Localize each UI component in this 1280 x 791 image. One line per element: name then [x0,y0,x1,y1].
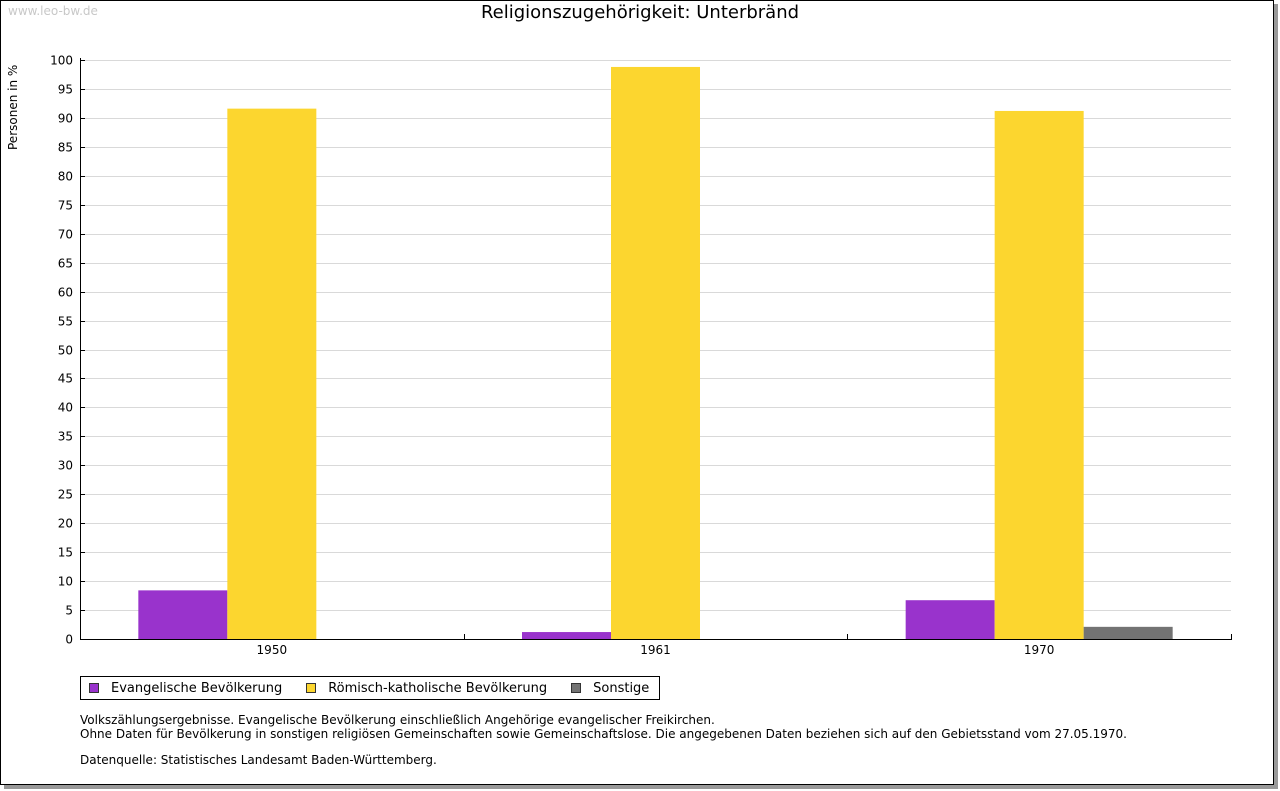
y-tick-label: 25 [58,488,73,502]
y-tick-label: 35 [58,430,73,444]
note-line-1: Volkszählungsergebnisse. Evangelische Be… [80,713,715,727]
bar-evangelische-bev-lkerung-1961 [522,632,611,639]
y-tick-label: 80 [58,170,73,184]
bar-evangelische-bev-lkerung-1950 [138,590,228,639]
legend-swatch-sonstige [571,683,582,693]
x-tick-label: 1970 [1024,643,1055,657]
x-tick-label: 1950 [257,643,288,657]
legend-swatch-katholisch [306,683,317,693]
y-tick-label: 5 [65,604,73,618]
bar-r-misch-katholische-bev-lkerung-1970 [994,110,1084,639]
bar-sonstige-1970 [1083,626,1173,639]
legend-swatch-evangelisch [89,683,99,693]
watermark: www.leo-bw.de [8,4,98,18]
y-tick-label: 70 [58,228,73,242]
notes: Volkszählungsergebnisse. Evangelische Be… [80,713,1127,741]
y-tick-label: 0 [65,633,73,647]
legend-label-sonstige: Sonstige [593,680,650,696]
y-tick-label: 10 [58,575,73,589]
legend-item-katholisch: Römisch-katholische Bevölkerung [306,681,547,696]
y-tick-label: 40 [58,401,73,415]
y-tick-label: 20 [58,517,73,531]
bar-r-misch-katholische-bev-lkerung-1950 [227,108,317,640]
y-tick-label: 50 [58,344,73,358]
bar-r-misch-katholische-bev-lkerung-1961 [611,66,700,639]
legend-item-sonstige: Sonstige [571,681,649,696]
y-tick-label: 95 [58,83,73,97]
note-line-2: Ohne Daten für Bevölkerung in sonstigen … [80,727,1127,741]
y-tick-label: 45 [58,372,73,386]
y-tick-label: 100 [50,54,73,68]
y-tick-label: 75 [58,199,73,213]
y-tick-label: 65 [58,257,73,271]
y-tick-label: 85 [58,141,73,155]
y-tick-label: 30 [58,459,73,473]
legend-label-evangelisch: Evangelische Bevölkerung [111,680,283,696]
y-tick-label: 55 [58,315,73,329]
chart-title: Religionszugehörigkeit: Unterbränd [480,2,800,23]
y-tick-label: 90 [58,112,73,126]
legend-label-katholisch: Römisch-katholische Bevölkerung [328,680,548,696]
data-source: Datenquelle: Statistisches Landesamt Bad… [80,753,437,767]
x-tick-label: 1961 [640,643,671,657]
y-tick-label: 15 [58,546,73,560]
legend: Evangelische Bevölkerung Römisch-katholi… [80,676,661,700]
legend-item-evangelisch: Evangelische Bevölkerung [89,681,282,696]
bar-evangelische-bev-lkerung-1970 [905,600,995,639]
y-tick-label: 60 [58,286,73,300]
